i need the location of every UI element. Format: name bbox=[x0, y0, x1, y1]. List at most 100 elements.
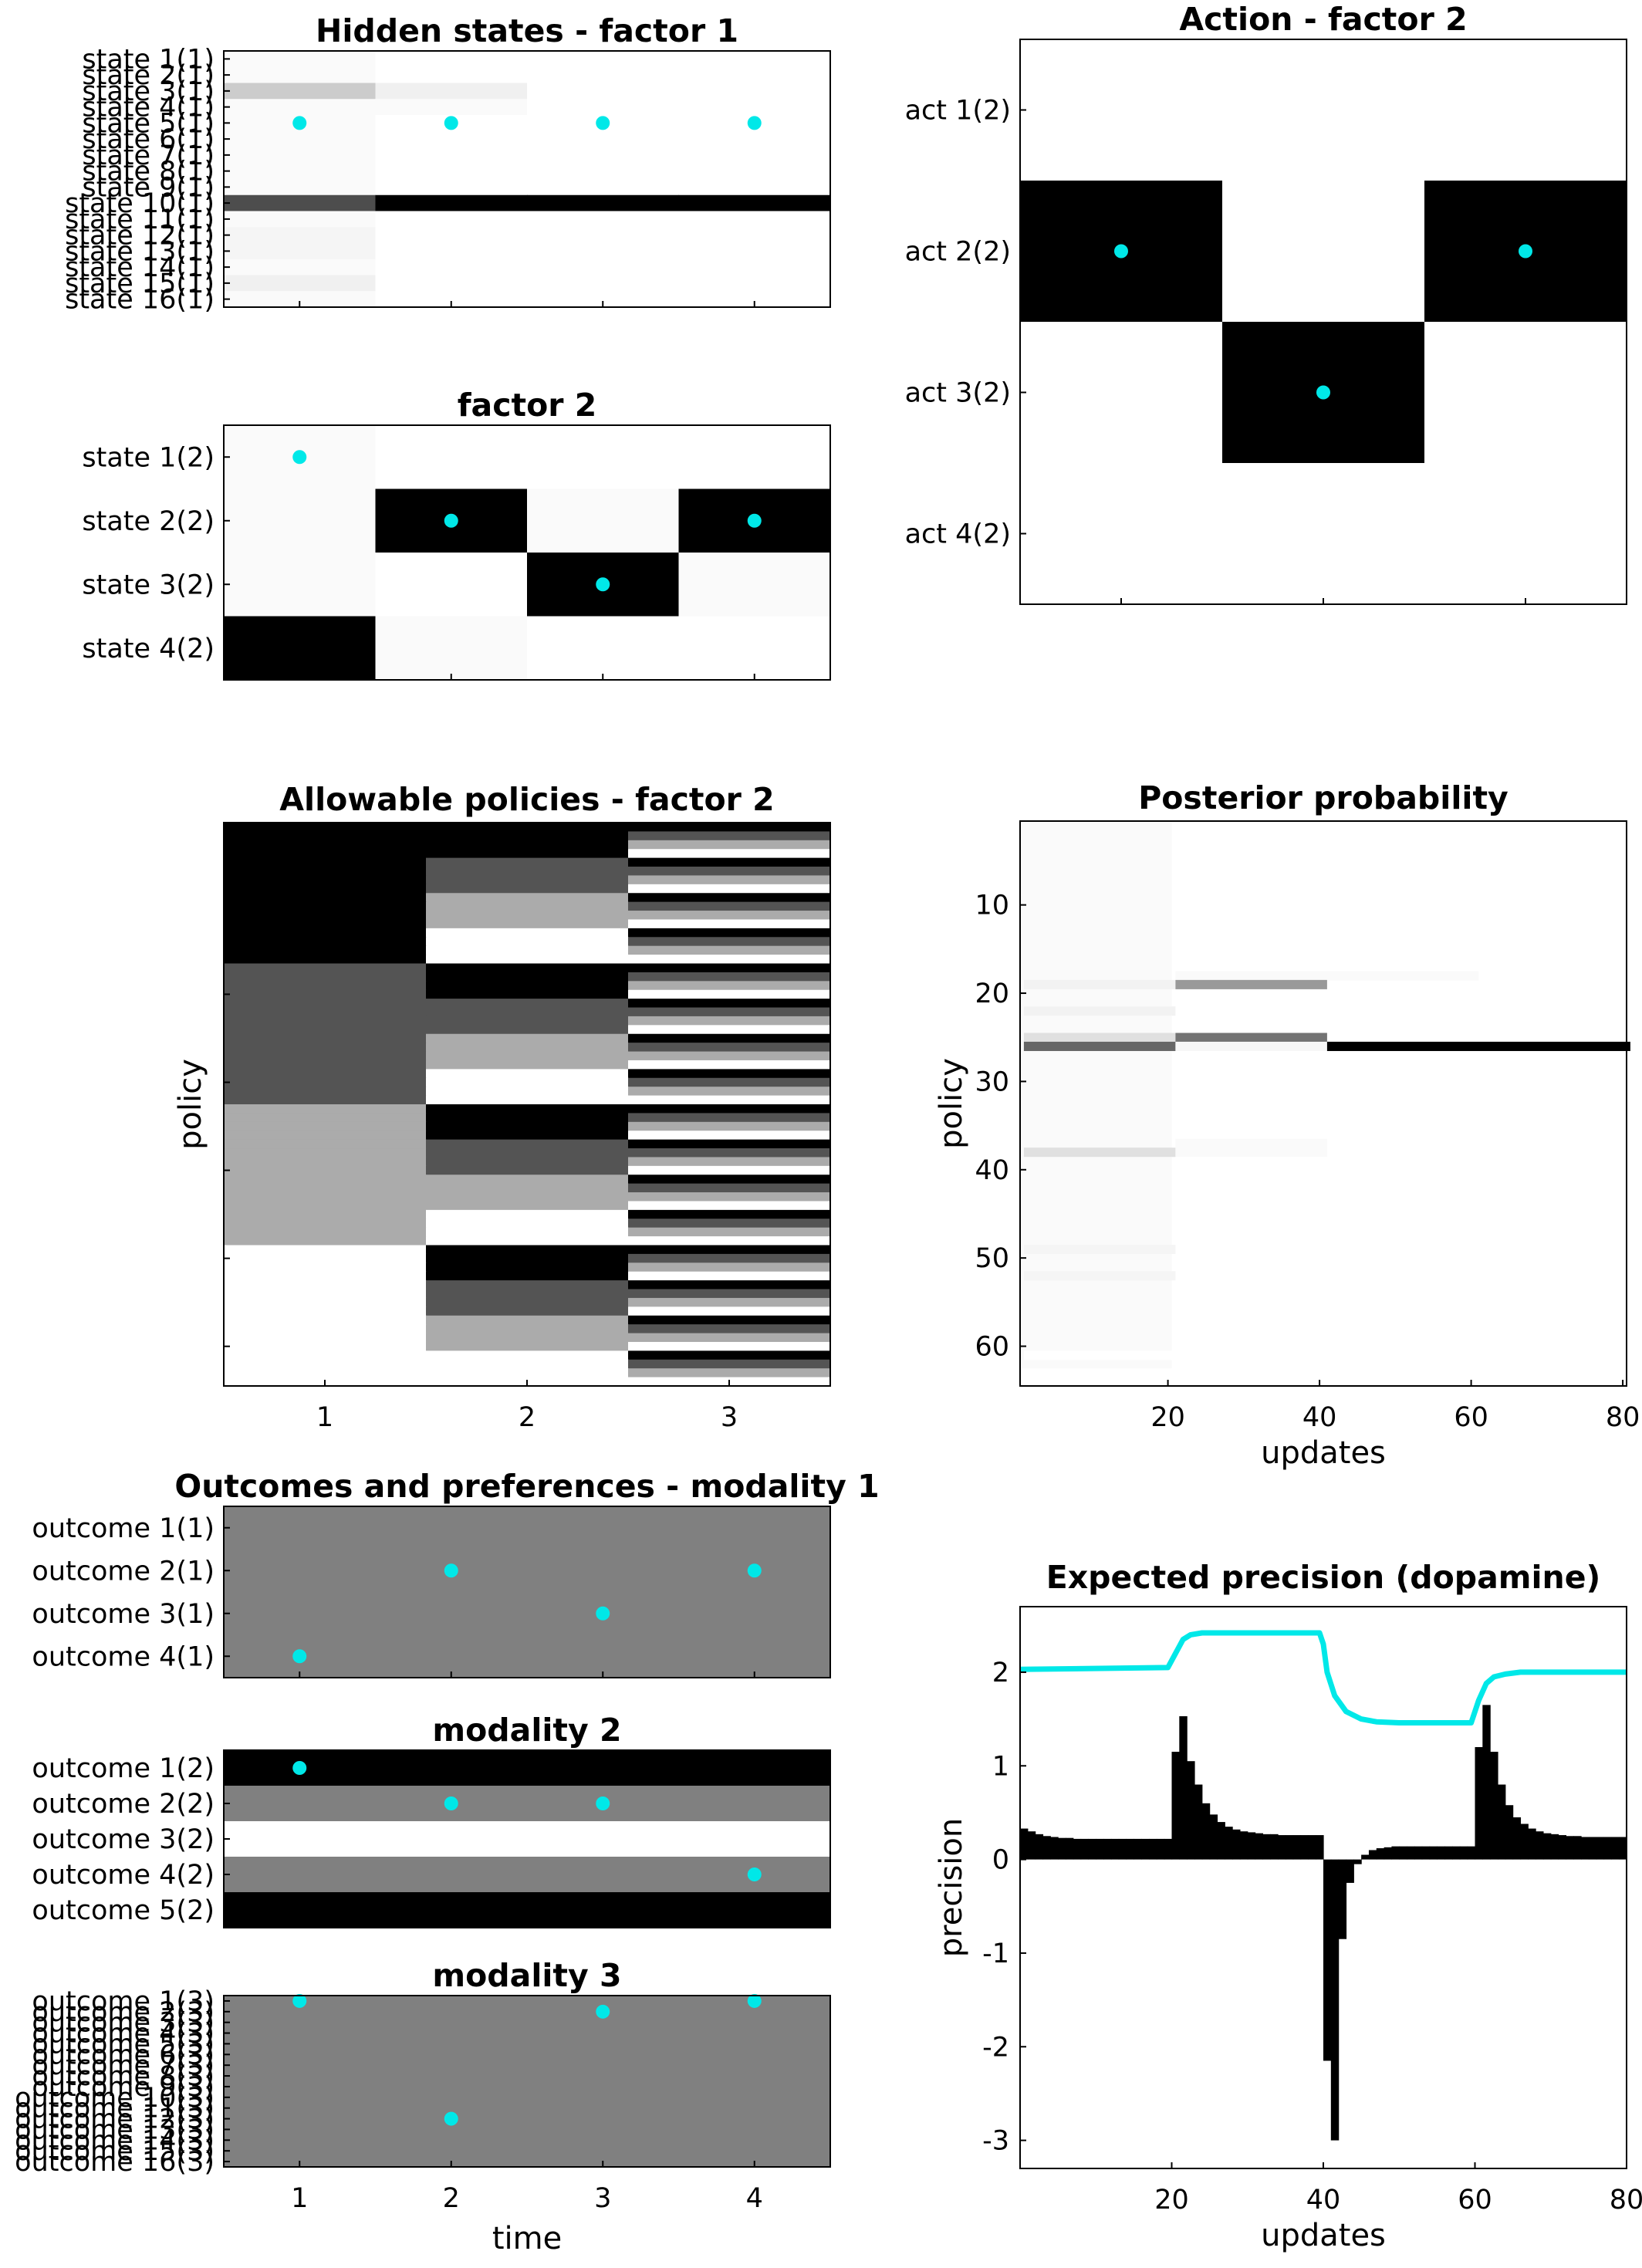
policy-cell bbox=[426, 999, 629, 1009]
x-tick-label: 2 bbox=[519, 1402, 536, 1433]
policy-cell bbox=[224, 1280, 427, 1290]
policy-cell bbox=[628, 1201, 831, 1211]
policy-cell bbox=[224, 1306, 427, 1317]
policy-cell bbox=[224, 911, 427, 921]
row-label: outcome 5(2) bbox=[32, 1895, 215, 1926]
precision-bar bbox=[1126, 1838, 1134, 1860]
chart-title: Outcomes and preferences - modality 1 bbox=[174, 1468, 879, 1505]
policy-cell bbox=[628, 1359, 831, 1369]
policy-cell bbox=[628, 928, 831, 938]
policy-cell bbox=[224, 1051, 427, 1061]
heatmap-cell bbox=[678, 66, 831, 84]
precision-bar bbox=[1096, 1838, 1104, 1860]
policy-cell bbox=[224, 1297, 427, 1307]
axes-box bbox=[1019, 820, 1627, 1387]
policy-cell bbox=[224, 1033, 427, 1043]
row-label: outcome 8(3) bbox=[32, 2061, 215, 2092]
policy-cell bbox=[628, 1333, 831, 1343]
row-label: outcome 1(1) bbox=[32, 1513, 215, 1544]
precision-bar bbox=[1573, 1836, 1582, 1860]
row-label: outcome 2(2) bbox=[32, 1789, 215, 1820]
precision-bar bbox=[1080, 1838, 1090, 1860]
precision-bar bbox=[1391, 1846, 1400, 1860]
policy-cell bbox=[224, 1069, 427, 1079]
state-marker bbox=[596, 116, 610, 130]
heatmap-cell bbox=[678, 83, 831, 100]
policy-cell bbox=[426, 1016, 629, 1026]
row-label: outcome 3(1) bbox=[32, 1599, 215, 1630]
y-tick-label: 0 bbox=[992, 1845, 1009, 1876]
precision-bar bbox=[1118, 1838, 1127, 1860]
policy-cell bbox=[628, 937, 831, 947]
policy-cell bbox=[628, 831, 831, 841]
heatmap-cell bbox=[527, 179, 680, 196]
heatmap-cell bbox=[375, 211, 528, 228]
heatmap-row bbox=[224, 2038, 830, 2050]
y-axis-label: policy bbox=[934, 1058, 969, 1149]
precision-bar bbox=[1475, 1747, 1483, 1860]
x-axis-label: updates bbox=[1261, 2218, 1386, 2253]
heatmap-cell bbox=[527, 99, 680, 116]
precision-bar bbox=[1073, 1838, 1082, 1860]
policy-cell bbox=[628, 1139, 831, 1149]
policy-cell bbox=[224, 989, 427, 999]
x-tick-label: 20 bbox=[1150, 1402, 1185, 1433]
posterior-cell bbox=[1023, 1245, 1176, 1255]
policy-cell bbox=[224, 1324, 427, 1334]
row-label: outcome 2(3) bbox=[32, 1997, 215, 2028]
heatmap-cell bbox=[224, 179, 377, 196]
precision-bar bbox=[1338, 1859, 1347, 1939]
chart-title: Hidden states - factor 1 bbox=[316, 12, 738, 49]
heatmap-row bbox=[224, 2156, 830, 2168]
state-marker bbox=[292, 116, 307, 130]
state-marker bbox=[596, 577, 610, 592]
policy-cell bbox=[224, 1333, 427, 1343]
precision-bar bbox=[1316, 1835, 1324, 1860]
heatmap-cell bbox=[527, 291, 680, 308]
policy-cell bbox=[224, 1148, 427, 1158]
policy-cell bbox=[628, 1253, 831, 1263]
policy-cell bbox=[224, 919, 427, 929]
state-marker bbox=[444, 2111, 458, 2126]
row-label: state 9(1) bbox=[82, 172, 215, 203]
policy-cell bbox=[224, 1368, 427, 1378]
state-marker bbox=[292, 1649, 307, 1664]
precision-bar bbox=[1459, 1846, 1468, 1860]
heatmap-row bbox=[224, 2006, 830, 2018]
policy-cell bbox=[628, 1087, 831, 1097]
state-marker bbox=[596, 2004, 610, 2019]
policy-cell bbox=[426, 1262, 629, 1273]
heatmap-cell bbox=[527, 275, 680, 292]
policy-cell bbox=[426, 1359, 629, 1369]
state-marker bbox=[747, 1993, 762, 2008]
heatmap-cell bbox=[678, 163, 831, 180]
row-label: act 3(2) bbox=[905, 378, 1011, 409]
precision-bar bbox=[1065, 1837, 1074, 1860]
heatmap-cell bbox=[224, 553, 377, 617]
state-marker bbox=[292, 450, 307, 465]
policy-cell bbox=[426, 1095, 629, 1105]
row-label: outcome 9(3) bbox=[32, 2072, 215, 2103]
x-tick-label: 1 bbox=[316, 1402, 333, 1433]
precision-bar bbox=[1550, 1834, 1559, 1860]
policy-cell bbox=[224, 1121, 427, 1131]
precision-bar bbox=[1110, 1838, 1120, 1860]
policy-cell bbox=[426, 1245, 629, 1255]
policy-cell bbox=[628, 823, 831, 833]
heatmap-cell bbox=[527, 616, 680, 681]
policy-cell bbox=[426, 1219, 629, 1229]
policy-cell bbox=[628, 1183, 831, 1193]
x-tick-label: 80 bbox=[1606, 1402, 1640, 1433]
policy-cell bbox=[224, 1095, 427, 1105]
policy-cell bbox=[628, 1131, 831, 1141]
policy-cell bbox=[426, 1236, 629, 1246]
heatmap-cell bbox=[375, 275, 528, 292]
policy-cell bbox=[426, 1121, 629, 1131]
policy-cell bbox=[224, 867, 427, 877]
policy-cell bbox=[628, 867, 831, 877]
precision-bar bbox=[1368, 1850, 1377, 1860]
state-marker bbox=[292, 1993, 307, 2008]
precision-bar bbox=[1452, 1846, 1461, 1860]
policy-cell bbox=[224, 981, 427, 991]
policy-cell bbox=[628, 1104, 831, 1114]
